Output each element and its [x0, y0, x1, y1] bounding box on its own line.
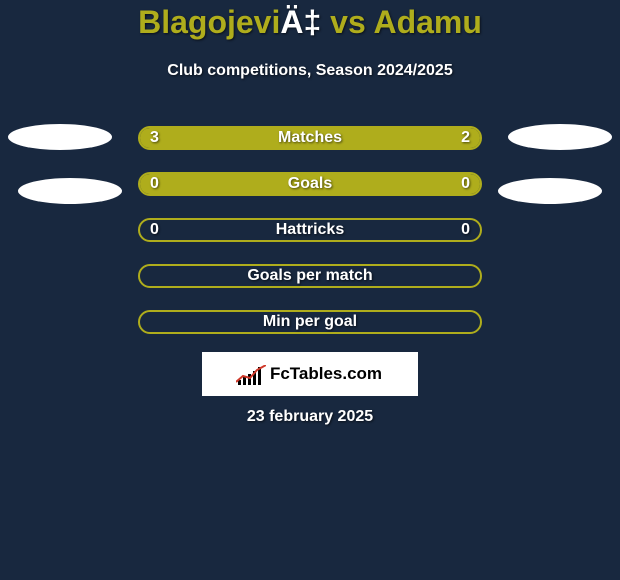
stat-label: Goals per match [138, 267, 482, 285]
stat-value-left: 3 [150, 129, 159, 147]
title-prefix: Blagojevi [138, 4, 280, 40]
stat-value-left: 0 [150, 221, 159, 239]
side-ellipse-right [498, 178, 602, 204]
stat-value-right: 0 [461, 175, 470, 193]
logo-text: FcTables.com [270, 364, 382, 384]
logo-box: FcTables.com [202, 352, 418, 396]
stat-label: Goals [138, 175, 482, 193]
stat-value-left: 0 [150, 175, 159, 193]
side-ellipse-right [508, 124, 612, 150]
stat-row: Min per goal [138, 310, 482, 334]
stat-row: Goals0 0 [138, 172, 482, 196]
stat-row: Goals per match [138, 264, 482, 288]
title-special-char: Ä‡ [280, 4, 321, 40]
stat-row: Hattricks0 0 [138, 218, 482, 242]
stat-value-right: 2 [461, 129, 470, 147]
page-title: BlagojeviÄ‡ vs Adamu [0, 4, 620, 41]
side-ellipse-left [8, 124, 112, 150]
subtitle: Club competitions, Season 2024/2025 [0, 62, 620, 80]
stat-label: Hattricks [138, 221, 482, 239]
side-ellipse-left [18, 178, 122, 204]
stat-label: Matches [138, 129, 482, 147]
stat-row: Matches3 2 [138, 126, 482, 150]
logo-line-icon [236, 365, 266, 383]
date-text: 23 february 2025 [0, 408, 620, 426]
comparison-infographic: BlagojeviÄ‡ vs Adamu Club competitions, … [0, 0, 620, 580]
title-suffix: vs Adamu [321, 4, 482, 40]
stat-value-right: 0 [461, 221, 470, 239]
stat-label: Min per goal [138, 313, 482, 331]
logo-chart-icon [238, 363, 264, 385]
